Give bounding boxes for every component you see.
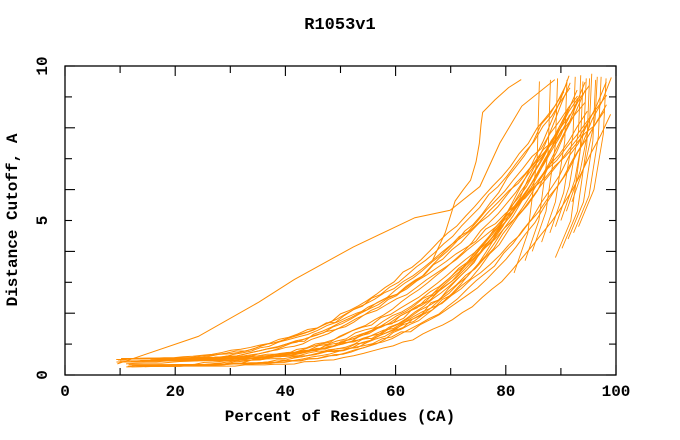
svg-text:20: 20 — [166, 383, 185, 401]
svg-text:10: 10 — [34, 56, 52, 75]
svg-text:R1053v1: R1053v1 — [304, 16, 375, 35]
svg-text:60: 60 — [386, 383, 405, 401]
svg-text:5: 5 — [34, 216, 52, 226]
svg-text:80: 80 — [496, 383, 515, 401]
svg-text:0: 0 — [60, 383, 70, 401]
svg-text:0: 0 — [34, 370, 52, 380]
svg-text:100: 100 — [602, 383, 631, 401]
svg-text:40: 40 — [276, 383, 295, 401]
svg-text:Distance Cutoff, A: Distance Cutoff, A — [4, 133, 22, 306]
svg-text:Percent of Residues (CA): Percent of Residues (CA) — [225, 408, 455, 426]
